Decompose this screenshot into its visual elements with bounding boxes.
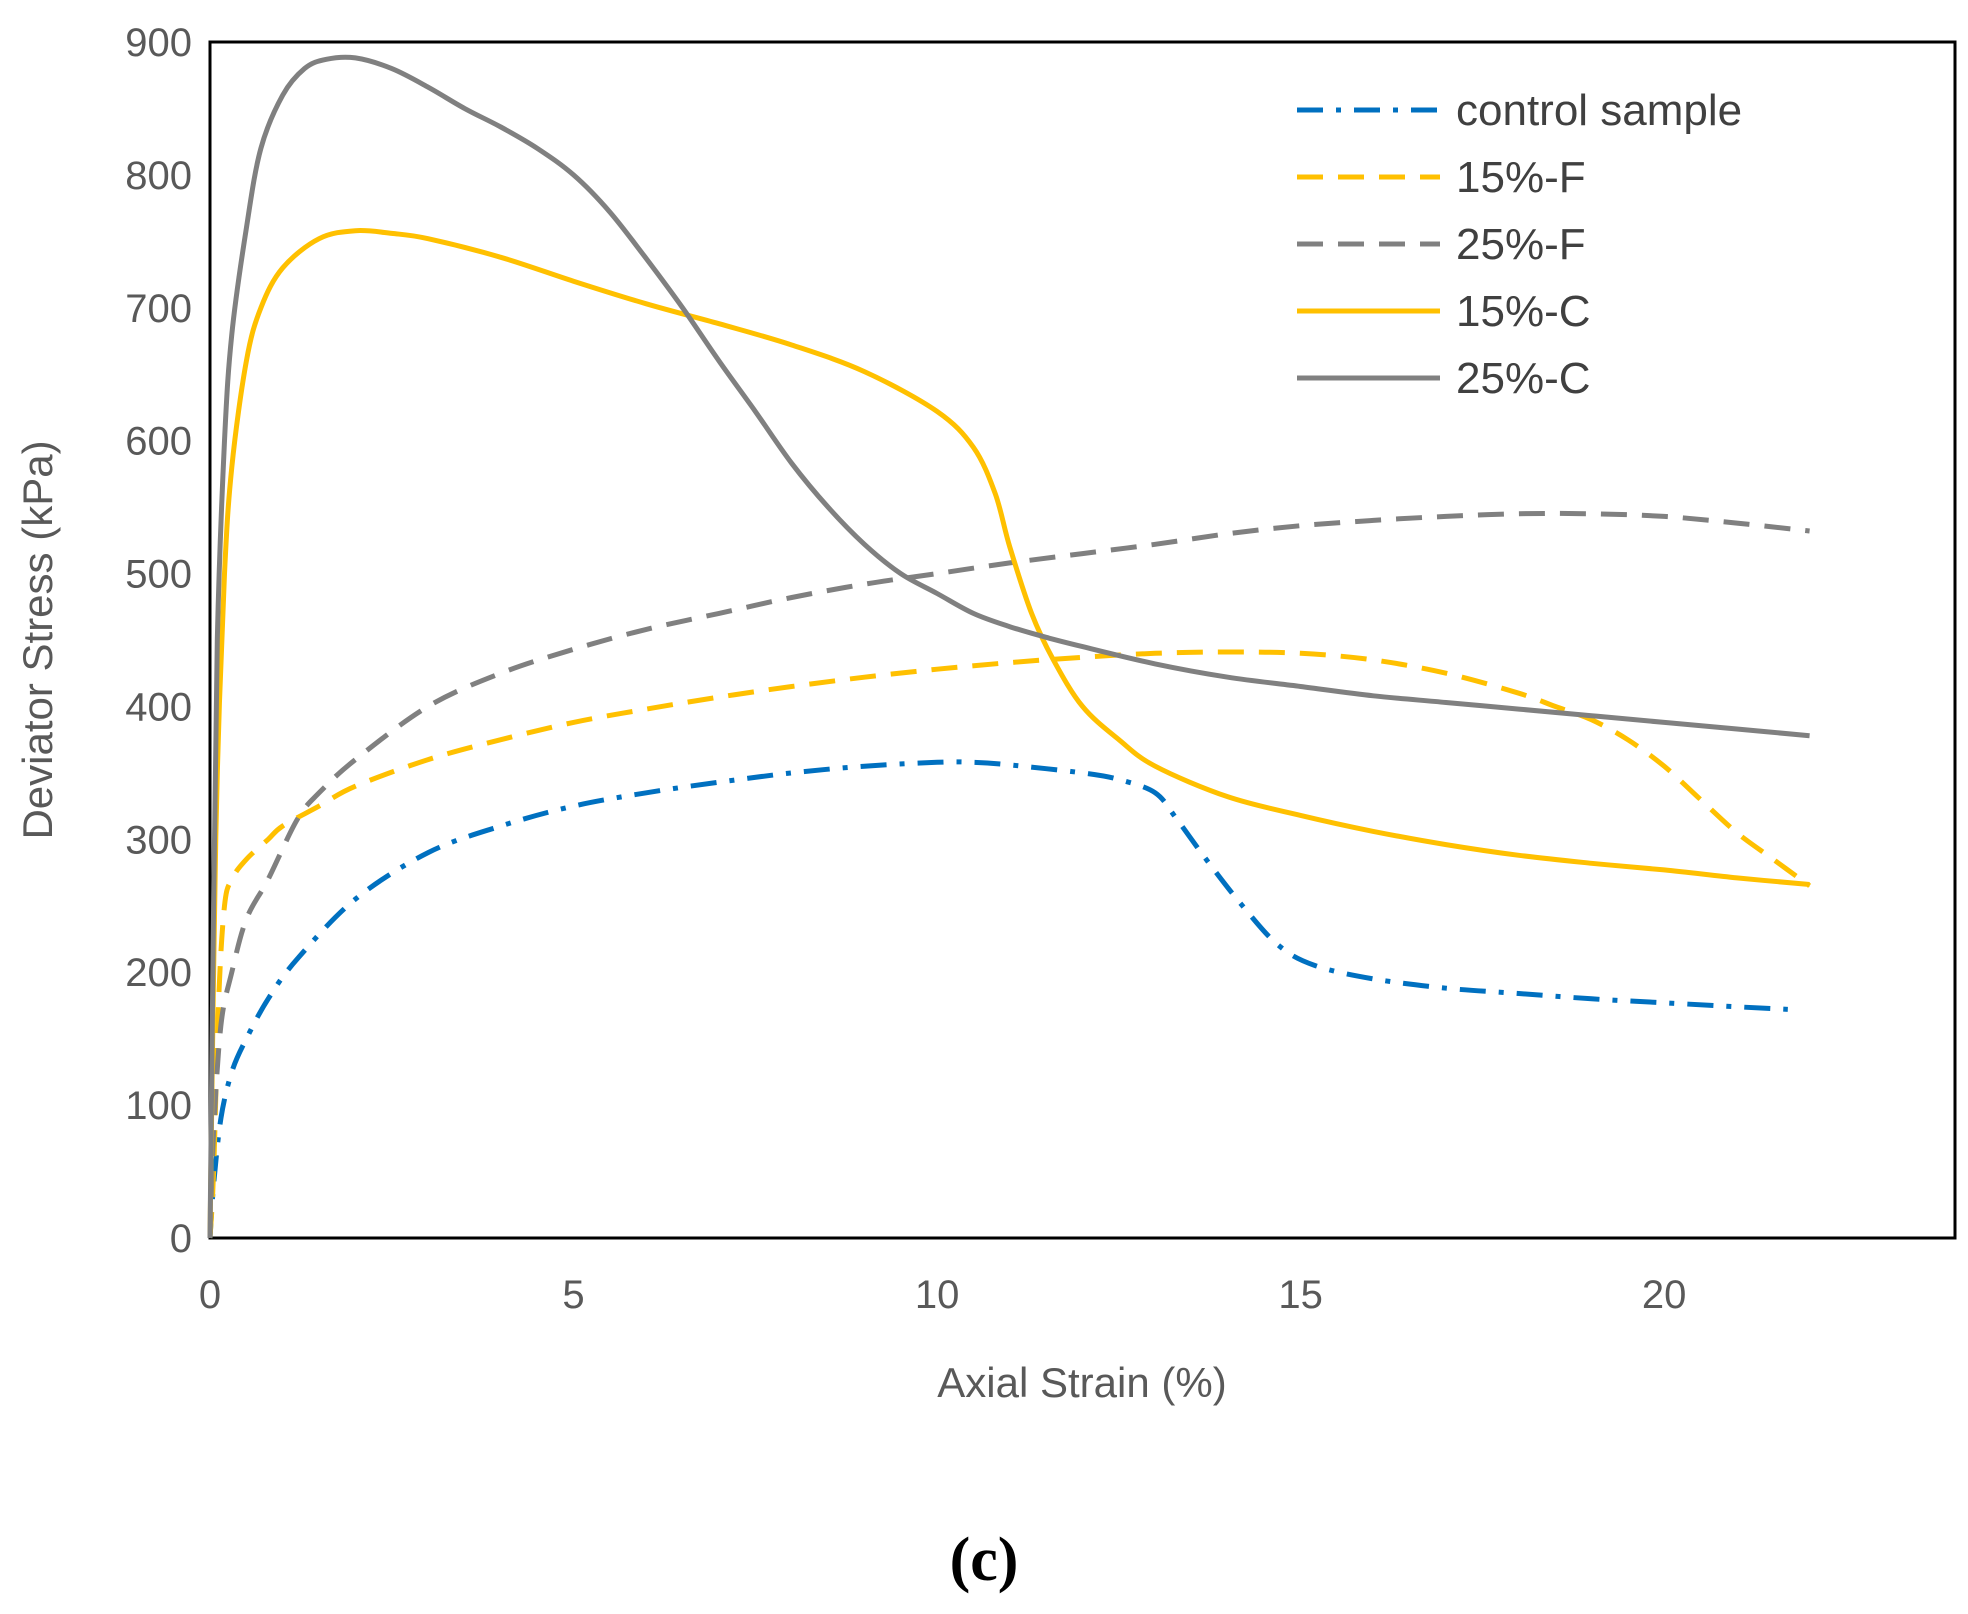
- panel-label: (c): [950, 1526, 1019, 1594]
- y-tick-label: 500: [125, 553, 192, 597]
- y-tick-label: 600: [125, 420, 192, 464]
- series-line-25pct-f: [207, 510, 1810, 1239]
- x-tick-label: 20: [1642, 1273, 1687, 1317]
- legend-label-control-sample: control sample: [1456, 86, 1742, 135]
- y-tick-label: 800: [125, 154, 192, 198]
- y-axis: 0 100 200 300 400 500 600 700 800 900: [125, 21, 192, 1261]
- series-line-15pct-f: [207, 649, 1812, 1239]
- legend-label-25pct-f: 25%-F: [1456, 220, 1586, 269]
- y-axis-title: Deviator Stress (kPa): [14, 440, 61, 839]
- y-tick-label: 100: [125, 1084, 192, 1128]
- series-line-25pct-c: [207, 54, 1810, 1239]
- x-tick-label: 0: [199, 1273, 221, 1317]
- x-tick-label: 15: [1278, 1273, 1323, 1317]
- legend: control sample 15%-F 25%-F 15%-C 25%-C: [1297, 86, 1742, 403]
- x-axis-title: Axial Strain (%): [937, 1359, 1226, 1406]
- series-layer: [207, 54, 1812, 1239]
- legend-label-15pct-c: 15%-C: [1456, 287, 1591, 336]
- plot-frame: [208, 40, 1957, 1240]
- y-tick-label: 700: [125, 287, 192, 331]
- y-tick-label: 900: [125, 21, 192, 65]
- y-tick-label: 200: [125, 951, 192, 995]
- y-tick-label: 400: [125, 685, 192, 729]
- legend-label-25pct-c: 25%-C: [1456, 354, 1591, 403]
- y-tick-label: 0: [170, 1217, 192, 1261]
- x-axis: 0 5 10 15 20: [199, 1273, 1687, 1317]
- x-tick-label: 5: [562, 1273, 584, 1317]
- x-tick-label: 10: [915, 1273, 960, 1317]
- series-line-15pct-c: [207, 228, 1810, 1239]
- y-tick-label: 300: [125, 818, 192, 862]
- legend-label-15pct-f: 15%-F: [1456, 153, 1586, 202]
- plot-area: [208, 40, 1957, 1240]
